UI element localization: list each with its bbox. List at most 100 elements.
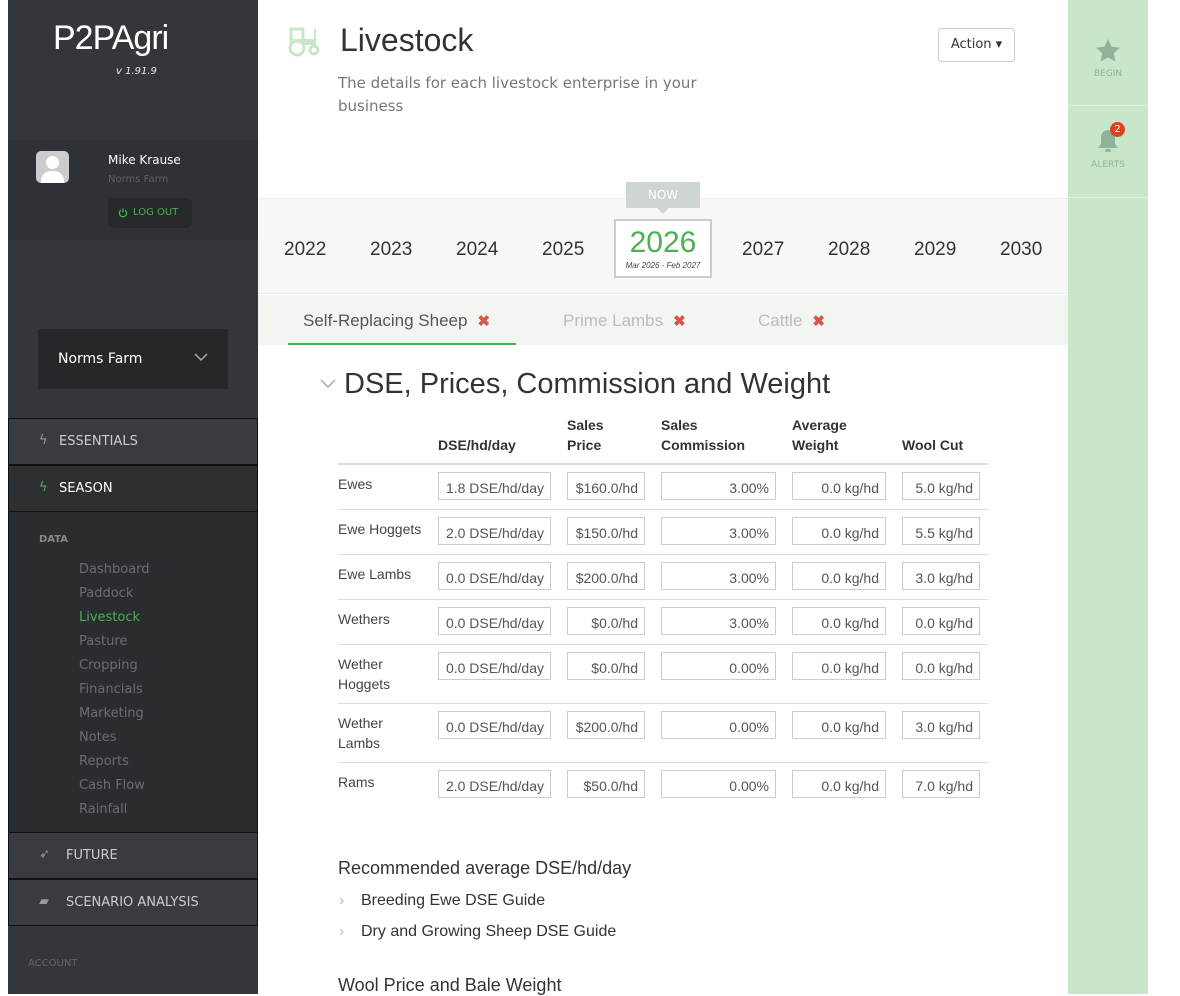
dse-input[interactable]: 0.0 DSE/hd/day xyxy=(438,562,551,590)
nav-item-rainfall[interactable]: Rainfall xyxy=(79,802,128,817)
year-2023[interactable]: 2023 xyxy=(370,239,413,260)
average-weight-input[interactable]: 0.0 kg/hd xyxy=(792,652,886,680)
wool-cut-input[interactable]: 5.5 kg/hd xyxy=(902,517,980,545)
sales-price-input[interactable]: $0.0/hd xyxy=(567,607,645,635)
logo[interactable]: P2PAgri xyxy=(53,18,169,58)
wool-cut-input[interactable]: 0.0 kg/hd xyxy=(902,607,980,635)
cell: 0.0 kg/hd xyxy=(792,703,902,763)
main-content: Livestock The details for each livestock… xyxy=(258,0,1068,995)
section-header[interactable]: DSE, Prices, Commission and Weight xyxy=(320,366,830,402)
sales-price-input[interactable]: $200.0/hd xyxy=(567,562,645,590)
cell: $150.0/hd xyxy=(567,509,661,555)
wool-cut-input[interactable]: 5.0 kg/hd xyxy=(902,472,980,500)
logout-label: LOG OUT xyxy=(133,207,179,218)
sales-commission-input[interactable]: 3.00% xyxy=(661,517,776,545)
dse-input[interactable]: 2.0 DSE/hd/day xyxy=(438,770,551,798)
sales-price-input[interactable]: $150.0/hd xyxy=(567,517,645,545)
column-header: DSE/hd/day xyxy=(438,415,567,465)
cell: 0.0 DSE/hd/day xyxy=(438,599,567,645)
nav-item-reports[interactable]: Reports xyxy=(79,754,129,769)
table-row: Wethers 0.0 DSE/hd/day $0.0/hd 3.00% 0.0 kg/… xyxy=(338,599,988,645)
dse-input[interactable]: 0.0 DSE/hd/day xyxy=(438,652,551,680)
cell: 0.0 kg/hd xyxy=(792,509,902,555)
sales-price-input[interactable]: $50.0/hd xyxy=(567,770,645,798)
nav-item-notes[interactable]: Notes xyxy=(79,730,117,745)
average-weight-input[interactable]: 0.0 kg/hd xyxy=(792,711,886,739)
year-2029[interactable]: 2029 xyxy=(914,239,957,260)
nav-essentials[interactable]: ϟ ESSENTIALS xyxy=(8,418,258,465)
average-weight-input[interactable]: 0.0 kg/hd xyxy=(792,770,886,798)
wool-heading: Wool Price and Bale Weight xyxy=(338,975,562,995)
nav-item-cropping[interactable]: Cropping xyxy=(79,658,138,673)
nav-season[interactable]: ϟ SEASON xyxy=(8,465,258,512)
year-2025[interactable]: 2025 xyxy=(542,239,585,260)
average-weight-input[interactable]: 0.0 kg/hd xyxy=(792,562,886,590)
dse-input[interactable]: 2.0 DSE/hd/day xyxy=(438,517,551,545)
cell: 0.0 kg/hd xyxy=(792,463,902,510)
dse-input[interactable]: 0.0 DSE/hd/day xyxy=(438,607,551,635)
logout-button[interactable]: LOG OUT xyxy=(108,198,192,228)
table-row: Wether Hoggets 0.0 DSE/hd/day $0.0/hd 0.00%… xyxy=(338,644,988,704)
livestock-table: DSE/hd/day Sales Price Sales Commission … xyxy=(338,415,988,807)
nav-item-pasture[interactable]: Pasture xyxy=(79,634,128,649)
wool-cut-input[interactable]: 0.0 kg/hd xyxy=(902,652,980,680)
guide-dry-growing-sheep[interactable]: › Dry and Growing Sheep DSE Guide xyxy=(339,923,617,941)
average-weight-input[interactable]: 0.0 kg/hd xyxy=(792,517,886,545)
action-button[interactable]: Action ▾ xyxy=(938,28,1015,62)
chevron-down-icon xyxy=(320,379,336,389)
nav-item-dashboard[interactable]: Dashboard xyxy=(79,562,150,577)
tab-self-replacing-sheep[interactable]: Self-Replacing Sheep ✖ xyxy=(303,311,490,331)
year-2022[interactable]: 2022 xyxy=(284,239,327,260)
year-2027[interactable]: 2027 xyxy=(742,239,785,260)
cell: 0.0 DSE/hd/day xyxy=(438,554,567,600)
table-row: Ewe Hoggets 2.0 DSE/hd/day $150.0/hd 3.00% 0… xyxy=(338,509,988,555)
section-title: DSE, Prices, Commission and Weight xyxy=(344,368,831,400)
sales-price-input[interactable]: $0.0/hd xyxy=(567,652,645,680)
remove-icon[interactable]: ✖ xyxy=(673,313,686,330)
sales-commission-input[interactable]: 3.00% xyxy=(661,562,776,590)
remove-icon[interactable]: ✖ xyxy=(812,313,825,330)
user-farm: Norms Farm xyxy=(108,174,169,185)
sales-commission-input[interactable]: 0.00% xyxy=(661,711,776,739)
sales-price-input[interactable]: $160.0/hd xyxy=(567,472,645,500)
column-header: Wool Cut xyxy=(902,415,988,465)
begin-button[interactable]: BEGIN xyxy=(1068,14,1148,106)
sales-commission-input[interactable]: 0.00% xyxy=(661,770,776,798)
chevron-down-icon xyxy=(194,353,208,362)
farm-select[interactable]: Norms Farm xyxy=(38,329,228,389)
nav-label: FUTURE xyxy=(66,848,118,863)
nav-item-livestock[interactable]: Livestock xyxy=(79,610,141,625)
wool-cut-input[interactable]: 7.0 kg/hd xyxy=(902,770,980,798)
nav-item-paddock[interactable]: Paddock xyxy=(79,586,134,601)
average-weight-input[interactable]: 0.0 kg/hd xyxy=(792,607,886,635)
nav-item-marketing[interactable]: Marketing xyxy=(79,706,144,721)
sales-commission-input[interactable]: 3.00% xyxy=(661,607,776,635)
cell: 5.0 kg/hd xyxy=(902,463,988,510)
dse-input[interactable]: 1.8 DSE/hd/day xyxy=(438,472,551,500)
year-2028[interactable]: 2028 xyxy=(828,239,871,260)
nav-item-cash-flow[interactable]: Cash Flow xyxy=(79,778,145,793)
alerts-button[interactable]: ALERTS xyxy=(1068,106,1148,198)
nav-future[interactable]: ➶ FUTURE xyxy=(8,832,258,879)
average-weight-input[interactable]: 0.0 kg/hd xyxy=(792,472,886,500)
sales-price-input[interactable]: $200.0/hd xyxy=(567,711,645,739)
account-heading: ACCOUNT xyxy=(28,958,78,969)
sales-commission-input[interactable]: 3.00% xyxy=(661,472,776,500)
right-rail: BEGIN ALERTS 2 xyxy=(1068,0,1148,994)
sales-commission-input[interactable]: 0.00% xyxy=(661,652,776,680)
year-current[interactable]: 2026 Mar 2026 - Feb 2027 xyxy=(614,219,712,278)
nav-item-financials[interactable]: Financials xyxy=(79,682,143,697)
wool-cut-input[interactable]: 3.0 kg/hd xyxy=(902,562,980,590)
year-selector: 2022 2023 2024 2025 NOW 2026 Mar 2026 - F… xyxy=(258,182,1068,294)
star-icon xyxy=(1096,39,1120,62)
dse-input[interactable]: 0.0 DSE/hd/day xyxy=(438,711,551,739)
tab-cattle[interactable]: Cattle ✖ xyxy=(758,311,825,331)
guide-label: Dry and Growing Sheep DSE Guide xyxy=(361,923,617,940)
year-2030[interactable]: 2030 xyxy=(1000,239,1043,260)
guide-breeding-ewe[interactable]: › Breeding Ewe DSE Guide xyxy=(339,892,545,910)
tab-prime-lambs[interactable]: Prime Lambs ✖ xyxy=(563,311,686,331)
nav-scenario-analysis[interactable]: ▰ SCENARIO ANALYSIS xyxy=(8,879,258,926)
wool-cut-input[interactable]: 3.0 kg/hd xyxy=(902,711,980,739)
remove-icon[interactable]: ✖ xyxy=(477,313,491,330)
year-2024[interactable]: 2024 xyxy=(456,239,499,260)
